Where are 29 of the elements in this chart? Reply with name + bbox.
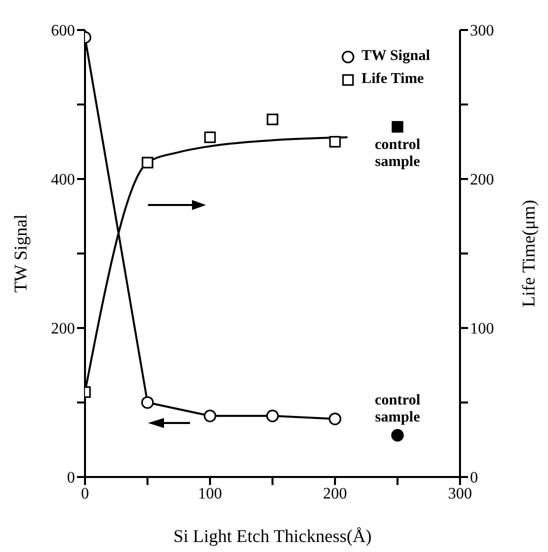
x-axis-title: Si Light Etch Thickness(Å) [173,526,372,546]
y-tick-label: 400 [51,172,75,189]
y2-axis-title: Life Time(μm) [518,200,538,308]
y2-tick-label: 300 [470,22,494,40]
point [204,410,216,422]
y-tick-label: 600 [51,22,75,40]
y2-tick-label: 100 [470,320,494,338]
legend-label: TW Signal [361,48,430,65]
point [392,121,404,133]
point [142,156,154,168]
x-tick-label: 0 [81,485,89,502]
annotation: control sample [374,136,420,170]
point [266,114,278,126]
point [329,136,341,148]
x-tick-label: 200 [323,485,347,502]
annotation: control sample [374,392,420,426]
y2-tick-label: 200 [470,172,494,189]
x-tick-label: 100 [198,485,222,502]
x-tick-label: 300 [448,485,472,502]
point [266,410,279,422]
y-tick-label: 0 [67,470,75,487]
point [391,428,404,442]
point [141,396,154,409]
legend-label: Life Time [361,71,424,88]
point [204,131,216,144]
y-tick-label: 200 [51,320,75,338]
y2-tick-label: 0 [470,470,478,487]
point [328,412,342,426]
y-axis-title: TW Signal [10,214,30,293]
